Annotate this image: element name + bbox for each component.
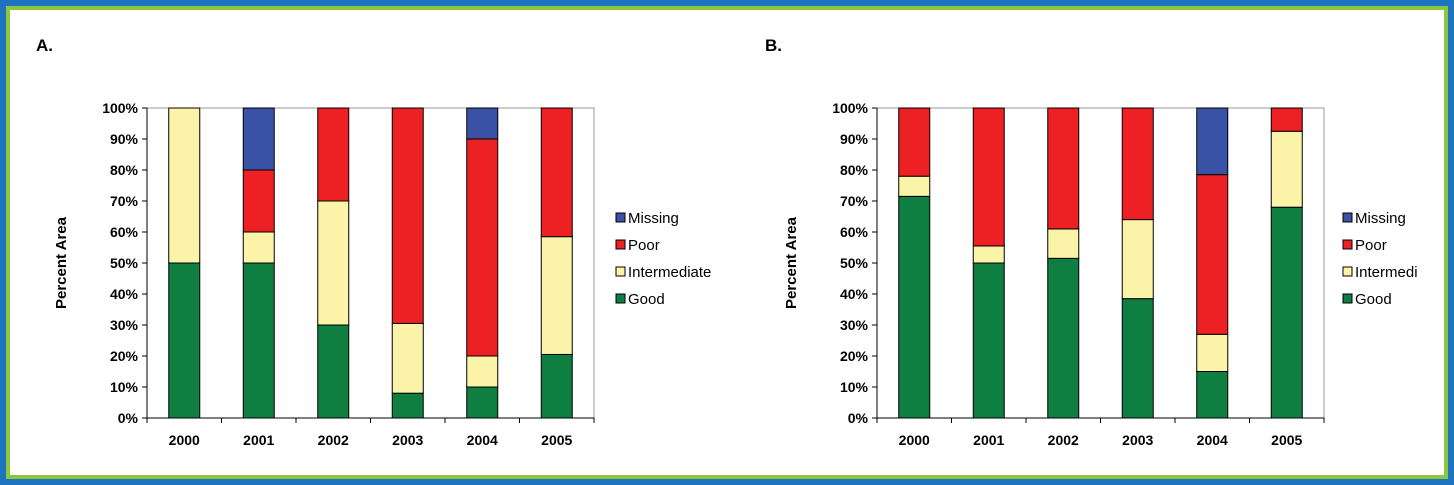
y-tick-label: 0% bbox=[118, 410, 139, 426]
y-tick-label: 20% bbox=[110, 348, 139, 364]
y-tick-label: 70% bbox=[110, 193, 139, 209]
bar-segment-intermediate-2005 bbox=[540, 236, 573, 355]
plot-area bbox=[876, 107, 1325, 419]
y-tick-label: 30% bbox=[110, 317, 139, 333]
y-tick-label: 100% bbox=[102, 100, 138, 116]
y-axis-label: Percent Area bbox=[783, 216, 800, 309]
x-tick-label: 2001 bbox=[973, 432, 1004, 448]
bar-segment-intermediate-2001 bbox=[972, 245, 1005, 264]
bar-segment-missing-2004 bbox=[1196, 107, 1229, 176]
bar-segment-good-2004 bbox=[1196, 371, 1229, 419]
x-tick-label: 2004 bbox=[467, 432, 498, 448]
bar-segment-intermediate-2005 bbox=[1270, 130, 1303, 208]
legend-swatch-good bbox=[1342, 293, 1353, 304]
bar-segment-good-2002 bbox=[317, 324, 350, 419]
bar-segment-intermediate-2004 bbox=[1196, 333, 1229, 372]
bar-segment-intermediate-2003 bbox=[1121, 219, 1154, 300]
bar-segment-good-2003 bbox=[391, 392, 424, 419]
y-tick-label: 80% bbox=[840, 162, 869, 178]
y-tick-label: 60% bbox=[840, 224, 869, 240]
x-tick-label: 2001 bbox=[243, 432, 274, 448]
plot-area bbox=[146, 107, 595, 419]
legend-label-missing: Missing bbox=[1355, 210, 1406, 227]
bar-segment-intermediate-2001 bbox=[242, 231, 275, 264]
bar-segment-poor-2004 bbox=[466, 138, 499, 357]
legend-label-intermediate: Intermediate bbox=[628, 264, 711, 281]
bar-segment-good-2004 bbox=[466, 386, 499, 419]
y-tick-label: 40% bbox=[840, 286, 869, 302]
y-tick-label: 10% bbox=[840, 379, 869, 395]
x-tick-label: 2003 bbox=[1122, 432, 1153, 448]
legend-swatch-missing bbox=[615, 212, 626, 223]
bar-segment-poor-2002 bbox=[1047, 107, 1080, 230]
bar-segment-good-2001 bbox=[972, 262, 1005, 419]
legend-swatch-good bbox=[615, 293, 626, 304]
y-tick-label: 90% bbox=[110, 131, 139, 147]
panel-a-label: A. bbox=[36, 36, 53, 55]
y-axis-label: Percent Area bbox=[53, 216, 70, 309]
y-tick-label: 70% bbox=[840, 193, 869, 209]
y-tick-label: 90% bbox=[840, 131, 869, 147]
bar-segment-good-2005 bbox=[1270, 206, 1303, 419]
y-tick-label: 10% bbox=[110, 379, 139, 395]
bar-segment-poor-2000 bbox=[898, 107, 931, 177]
bar-segment-intermediate-2004 bbox=[466, 355, 499, 388]
chart-a: 0% 10% 20% 30% 40% 50% 60% 70% 80% 90% 100% 2000 200… bbox=[53, 100, 711, 448]
legend-label-poor: Poor bbox=[1355, 237, 1387, 254]
chart-b: 0% 10% 20% 30% 40% 50% 60% 70% 80% 90% 100% 2000 200… bbox=[783, 100, 1418, 448]
bar-segment-good-2001 bbox=[242, 262, 275, 419]
legend-swatch-intermediate bbox=[1342, 266, 1353, 277]
panel-b-label: B. bbox=[765, 36, 782, 55]
y-tick-label: 60% bbox=[110, 224, 139, 240]
bar-segment-intermediate-2002 bbox=[1047, 228, 1080, 259]
bar-segment-intermediate-2003 bbox=[391, 322, 424, 394]
x-tick-label: 2003 bbox=[392, 432, 423, 448]
bar-segment-intermediate-2000 bbox=[898, 175, 931, 197]
y-tick-label: 40% bbox=[110, 286, 139, 302]
bar-segment-poor-2001 bbox=[972, 107, 1005, 247]
bar-segment-poor-2003 bbox=[1121, 107, 1154, 221]
bar-segment-intermediate-2000 bbox=[168, 107, 201, 264]
y-tick-label: 50% bbox=[110, 255, 139, 271]
legend-label-intermediate: Intermedi bbox=[1355, 264, 1418, 281]
x-tick-label: 2004 bbox=[1197, 432, 1228, 448]
bar-segment-missing-2004 bbox=[466, 107, 499, 140]
bar-segment-poor-2001 bbox=[242, 169, 275, 233]
y-tick-label: 100% bbox=[832, 100, 868, 116]
legend-swatch-poor bbox=[615, 239, 626, 250]
bar-segment-missing-2001 bbox=[242, 107, 275, 171]
bar-segment-good-2002 bbox=[1047, 257, 1080, 419]
x-tick-label: 2000 bbox=[169, 432, 200, 448]
bar-segment-poor-2005 bbox=[1270, 107, 1303, 132]
y-tick-label: 0% bbox=[848, 410, 869, 426]
bar-segment-good-2005 bbox=[540, 353, 573, 419]
bar-segment-poor-2005 bbox=[540, 107, 573, 238]
x-tick-label: 2005 bbox=[1271, 432, 1302, 448]
bar-segment-good-2000 bbox=[898, 195, 931, 419]
y-tick-label: 20% bbox=[840, 348, 869, 364]
bar-segment-poor-2004 bbox=[1196, 174, 1229, 335]
legend-label-poor: Poor bbox=[628, 237, 660, 254]
legend-swatch-poor bbox=[1342, 239, 1353, 250]
bar-segment-intermediate-2002 bbox=[317, 200, 350, 326]
bar-segment-poor-2002 bbox=[317, 107, 350, 202]
bar-segment-good-2000 bbox=[168, 262, 201, 419]
legend-swatch-missing bbox=[1342, 212, 1353, 223]
y-tick-label: 50% bbox=[840, 255, 869, 271]
y-tick-label: 80% bbox=[110, 162, 139, 178]
x-tick-label: 2002 bbox=[318, 432, 349, 448]
x-tick-label: 2005 bbox=[541, 432, 572, 448]
x-tick-label: 2002 bbox=[1048, 432, 1079, 448]
legend-label-good: Good bbox=[628, 291, 665, 308]
legend-label-missing: Missing bbox=[628, 210, 679, 227]
legend-swatch-intermediate bbox=[615, 266, 626, 277]
bar-segment-poor-2003 bbox=[391, 107, 424, 324]
x-tick-label: 2000 bbox=[899, 432, 930, 448]
legend-label-good: Good bbox=[1355, 291, 1392, 308]
bar-segment-good-2003 bbox=[1121, 298, 1154, 419]
y-tick-label: 30% bbox=[840, 317, 869, 333]
